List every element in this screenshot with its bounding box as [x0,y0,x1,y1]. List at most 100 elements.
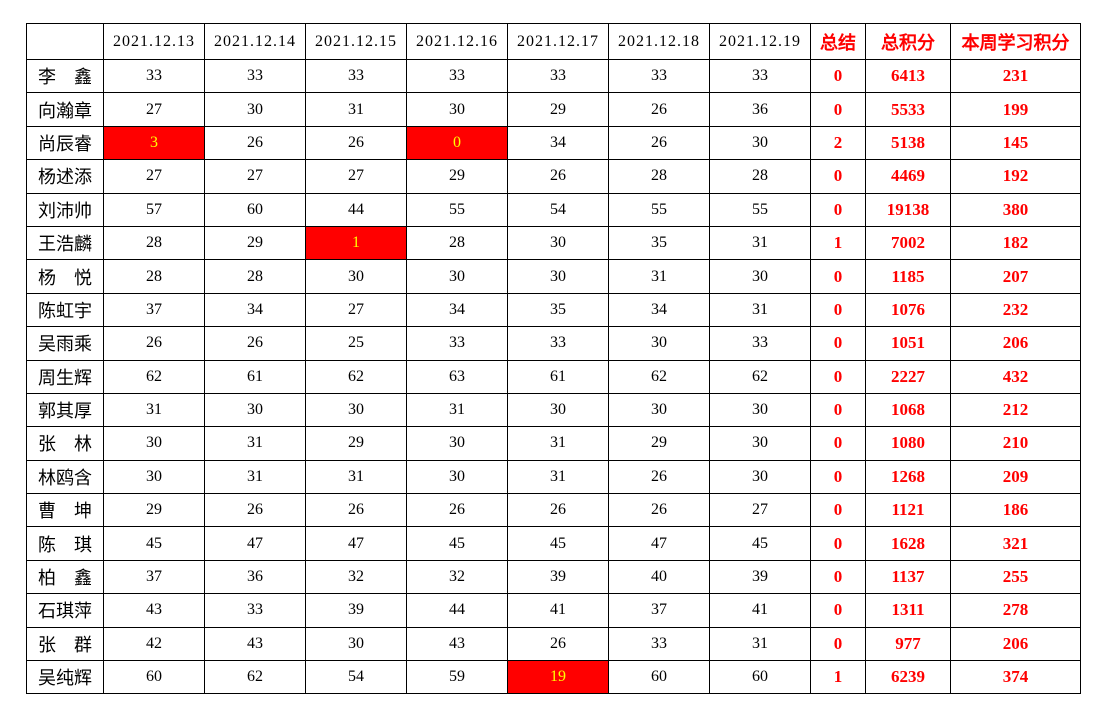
day-score-cell[interactable]: 33 [204,58,306,94]
student-name-cell[interactable]: 周生辉 [26,359,104,394]
total-points-cell[interactable]: 6413 [865,58,951,94]
day-score-cell[interactable]: 39 [709,559,811,595]
col-header-total-points[interactable]: 总积分 [865,23,951,60]
total-points-cell[interactable]: 1076 [865,292,951,328]
day-score-cell[interactable]: 29 [204,225,306,261]
day-score-cell[interactable]: 34 [406,292,508,328]
day-score-cell[interactable]: 28 [709,159,811,194]
day-score-cell[interactable]: 39 [507,559,609,595]
week-points-cell[interactable]: 255 [950,559,1081,595]
day-score-cell[interactable]: 45 [103,526,205,561]
day-score-cell[interactable]: 31 [709,225,811,261]
day-score-cell[interactable]: 26 [608,459,710,495]
day-score-cell[interactable]: 28 [204,259,306,294]
day-score-cell[interactable]: 32 [406,559,508,595]
day-score-cell[interactable]: 31 [204,426,306,461]
corner-cell[interactable] [26,23,104,60]
day-score-cell[interactable]: 30 [709,125,811,161]
col-header-summary[interactable]: 总结 [810,23,866,60]
day-score-cell[interactable]: 27 [103,92,205,127]
day-score-cell[interactable]: 62 [709,359,811,394]
student-name-cell[interactable]: 陈虹宇 [26,292,104,328]
day-score-cell[interactable]: 30 [406,92,508,127]
day-score-cell[interactable]: 29 [507,92,609,127]
day-score-cell[interactable]: 41 [507,593,609,628]
summary-cell[interactable]: 0 [810,292,866,328]
day-score-cell[interactable]: 63 [406,359,508,394]
summary-cell[interactable]: 0 [810,159,866,194]
total-points-cell[interactable]: 1051 [865,326,951,361]
week-points-cell[interactable]: 432 [950,359,1081,394]
day-score-cell[interactable]: 30 [709,459,811,495]
col-header-date[interactable]: 2021.12.14 [204,23,306,60]
day-score-cell[interactable]: 31 [204,459,306,495]
day-score-cell[interactable]: 30 [709,426,811,461]
day-score-cell[interactable]: 54 [507,192,609,227]
day-score-cell[interactable]: 30 [608,326,710,361]
day-score-cell[interactable]: 31 [507,459,609,495]
day-score-cell[interactable]: 33 [507,58,609,94]
day-score-cell[interactable]: 43 [204,626,306,662]
day-score-cell[interactable]: 28 [103,225,205,261]
student-name-cell[interactable]: 张 群 [26,626,104,662]
day-score-cell[interactable]: 28 [103,259,205,294]
day-score-cell[interactable]: 42 [103,626,205,662]
col-header-date[interactable]: 2021.12.18 [608,23,710,60]
total-points-cell[interactable]: 1628 [865,526,951,561]
day-score-cell-highlighted[interactable]: 19 [507,660,609,695]
day-score-cell[interactable]: 29 [608,426,710,461]
student-name-cell[interactable]: 刘沛帅 [26,192,104,227]
day-score-cell[interactable]: 62 [608,359,710,394]
week-points-cell[interactable]: 232 [950,292,1081,328]
student-name-cell[interactable]: 尚辰睿 [26,125,104,161]
student-name-cell[interactable]: 林鸥含 [26,459,104,495]
summary-cell[interactable]: 0 [810,326,866,361]
day-score-cell-highlighted[interactable]: 3 [103,125,205,161]
col-header-date[interactable]: 2021.12.19 [709,23,811,60]
week-points-cell[interactable]: 212 [950,392,1081,428]
day-score-cell[interactable]: 26 [204,326,306,361]
day-score-cell[interactable]: 33 [608,58,710,94]
day-score-cell[interactable]: 26 [305,125,407,161]
day-score-cell[interactable]: 62 [103,359,205,394]
day-score-cell[interactable]: 26 [507,626,609,662]
week-points-cell[interactable]: 145 [950,125,1081,161]
student-name-cell[interactable]: 陈 琪 [26,526,104,561]
day-score-cell[interactable]: 60 [103,660,205,695]
day-score-cell[interactable]: 59 [406,660,508,695]
student-name-cell[interactable]: 杨述添 [26,159,104,194]
student-name-cell[interactable]: 张 林 [26,426,104,461]
day-score-cell[interactable]: 37 [103,292,205,328]
day-score-cell[interactable]: 35 [507,292,609,328]
day-score-cell[interactable]: 26 [608,493,710,528]
day-score-cell[interactable]: 30 [507,259,609,294]
day-score-cell[interactable]: 47 [608,526,710,561]
day-score-cell[interactable]: 26 [305,493,407,528]
day-score-cell[interactable]: 33 [204,593,306,628]
day-score-cell[interactable]: 30 [305,626,407,662]
summary-cell[interactable]: 0 [810,459,866,495]
summary-cell[interactable]: 0 [810,526,866,561]
summary-cell[interactable]: 0 [810,58,866,94]
student-name-cell[interactable]: 郭其厚 [26,392,104,428]
day-score-cell[interactable]: 30 [204,392,306,428]
day-score-cell[interactable]: 41 [709,593,811,628]
day-score-cell[interactable]: 31 [507,426,609,461]
total-points-cell[interactable]: 6239 [865,660,951,695]
day-score-cell[interactable]: 39 [305,593,407,628]
week-points-cell[interactable]: 207 [950,259,1081,294]
day-score-cell[interactable]: 43 [103,593,205,628]
day-score-cell[interactable]: 37 [608,593,710,628]
day-score-cell[interactable]: 30 [709,392,811,428]
day-score-cell[interactable]: 62 [305,359,407,394]
day-score-cell[interactable]: 30 [406,459,508,495]
week-points-cell[interactable]: 186 [950,493,1081,528]
week-points-cell[interactable]: 206 [950,626,1081,662]
day-score-cell[interactable]: 40 [608,559,710,595]
total-points-cell[interactable]: 1185 [865,259,951,294]
summary-cell[interactable]: 0 [810,559,866,595]
student-name-cell[interactable]: 吴纯辉 [26,660,104,695]
day-score-cell[interactable]: 31 [305,459,407,495]
week-points-cell[interactable]: 231 [950,58,1081,94]
week-points-cell[interactable]: 206 [950,326,1081,361]
